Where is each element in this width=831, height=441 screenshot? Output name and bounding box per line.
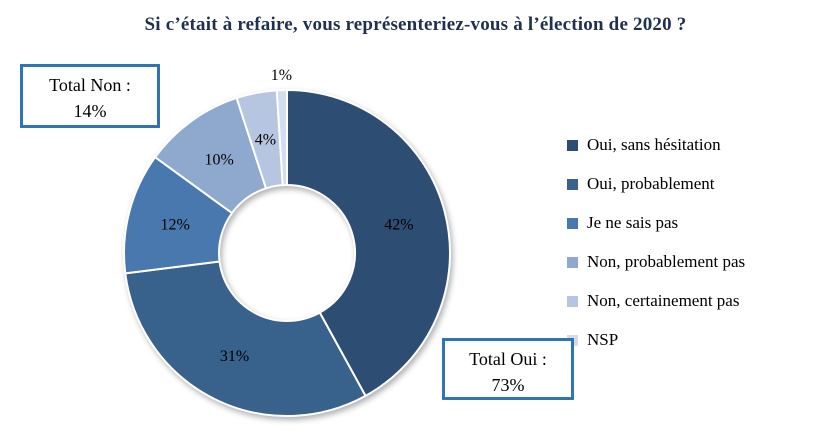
callout-total-oui-value: 73%: [491, 375, 525, 396]
legend-swatch-icon: [567, 217, 578, 229]
legend-swatch-icon: [567, 256, 578, 268]
donut-slices: [123, 88, 451, 417]
legend-label: Non, certainement pas: [587, 291, 740, 310]
callout-total-non: Total Non : 14%: [20, 64, 160, 128]
legend-item-1: Oui, sans hésitation: [567, 134, 817, 156]
legend-label: Je ne sais pas: [587, 213, 679, 232]
callout-total-oui: Total Oui : 73%: [442, 338, 574, 400]
legend-label: Oui, sans hésitation: [587, 135, 721, 154]
legend-item-3: Je ne sais pas: [567, 212, 817, 234]
donut-slice-1: [286, 88, 451, 398]
legend-item-6: NSP: [567, 329, 817, 351]
legend-label: Non, probablement pas: [587, 252, 746, 271]
legend-swatch-icon: [567, 295, 578, 307]
legend-item-2: Oui, probablement: [567, 173, 817, 195]
legend-label: NSP: [587, 330, 619, 349]
legend-item-4: Non, probablement pas: [567, 251, 817, 273]
donut-slice-labels: 42% 31% 12% 10% 4% 1%: [160, 67, 413, 365]
slice-label-6: 1%: [271, 67, 292, 84]
slice-label-4: 10%: [204, 152, 233, 169]
callout-total-non-value: 14%: [73, 101, 107, 122]
legend-label: Oui, probablement: [587, 174, 715, 193]
slice-label-5: 4%: [255, 132, 276, 149]
chart-title: Si c’était à refaire, vous représenterie…: [144, 14, 687, 35]
donut-slice-2: [124, 260, 367, 417]
slice-label-1: 42%: [384, 216, 413, 233]
legend-item-5: Non, certainement pas: [567, 290, 817, 312]
slice-label-2: 31%: [220, 348, 249, 365]
chart-legend: Oui, sans hésitation Oui, probablement Je …: [567, 134, 817, 368]
legend-swatch-icon: [567, 178, 578, 190]
callout-total-oui-label: Total Oui :: [469, 349, 547, 369]
slice-label-3: 12%: [160, 216, 189, 233]
legend-swatch-icon: [567, 139, 578, 151]
donut-slice-6: [275, 88, 288, 187]
callout-total-non-label: Total Non :: [49, 75, 131, 95]
